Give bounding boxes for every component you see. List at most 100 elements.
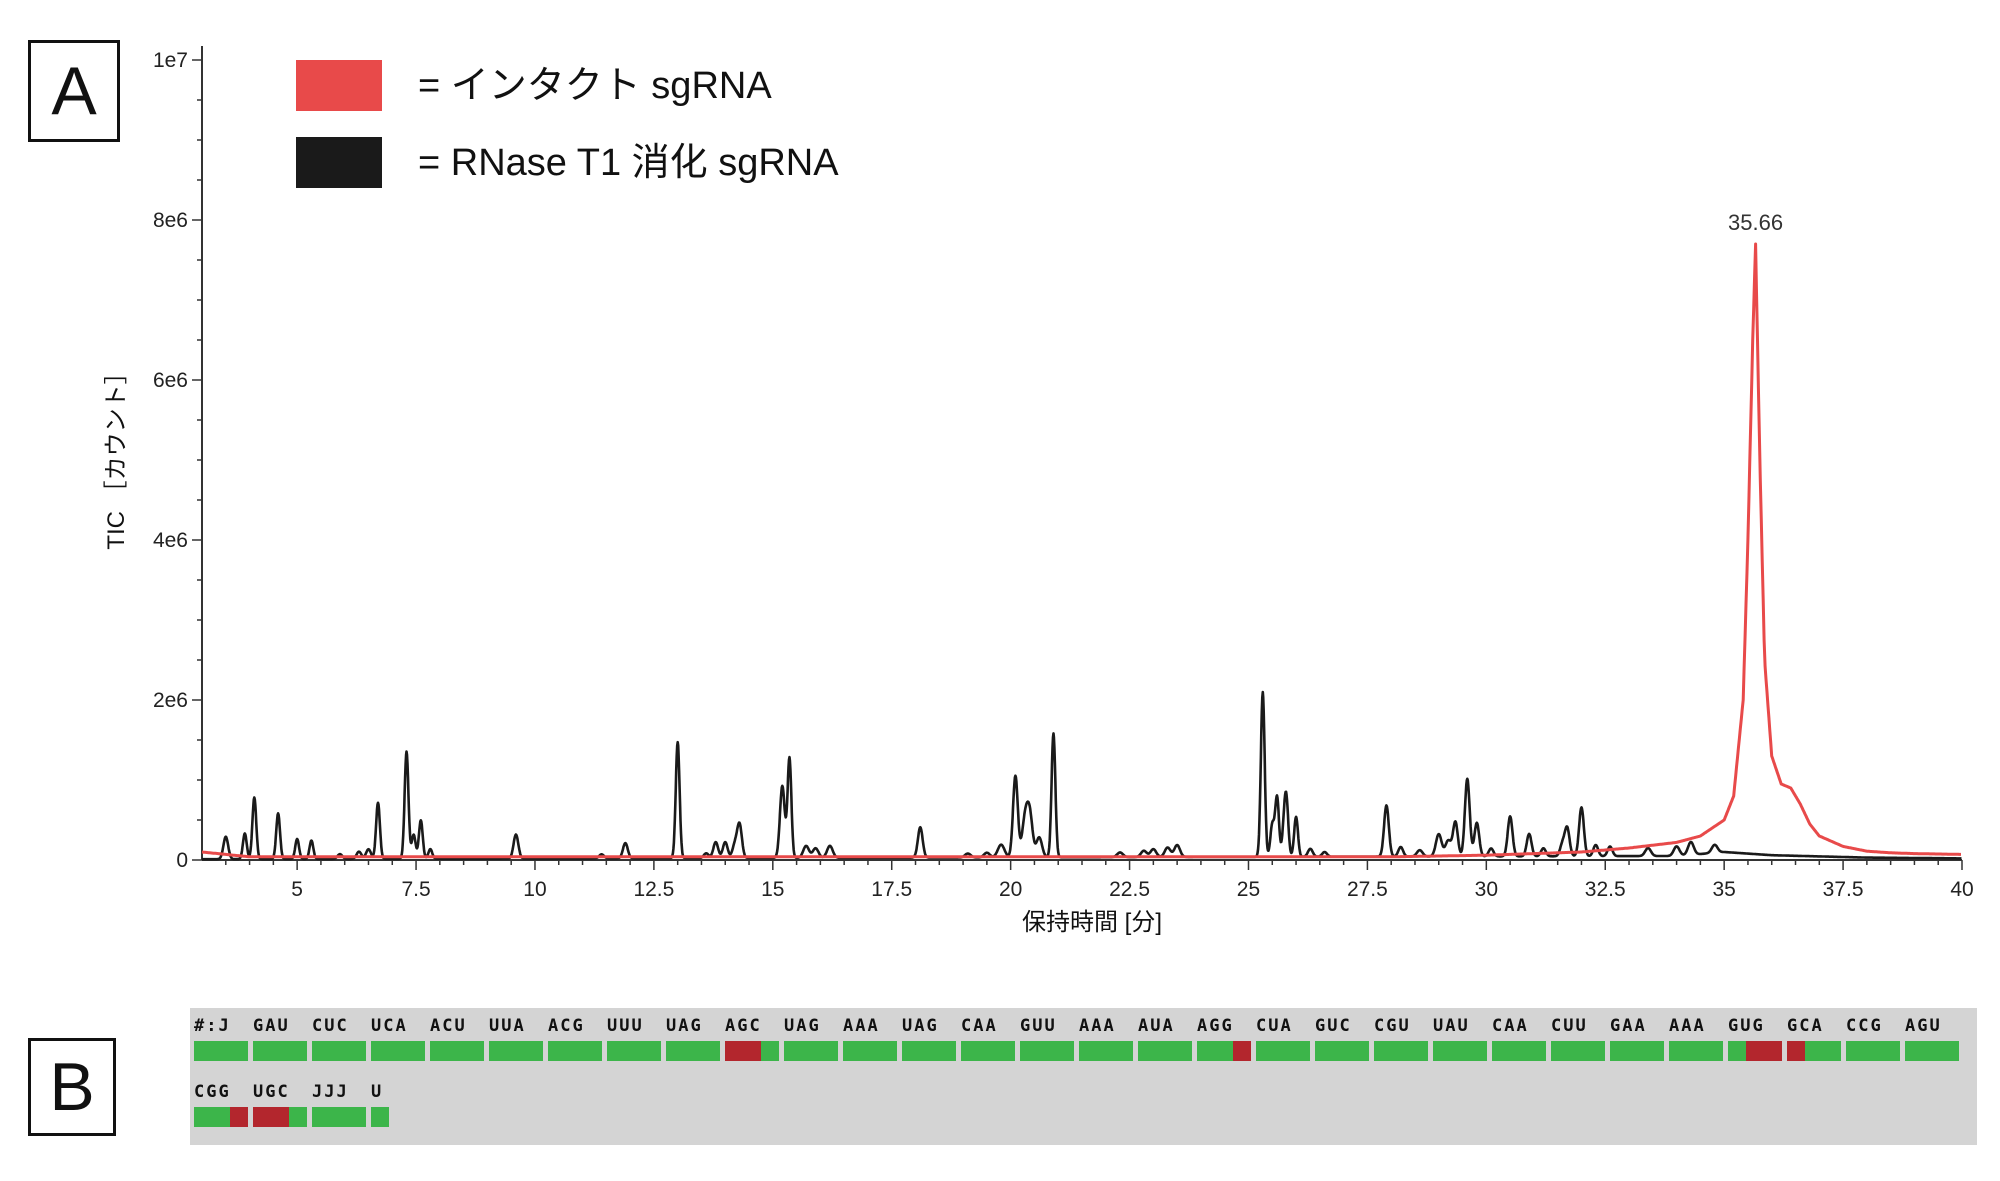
codon-coverage-bar xyxy=(1610,1041,1664,1061)
codon-label: U xyxy=(371,1082,384,1102)
codon-coverage-bar xyxy=(725,1041,779,1061)
x-tick-label: 30 xyxy=(1475,878,1498,901)
codon-label: GUU xyxy=(1020,1016,1057,1036)
covered-nucleotide-cell xyxy=(312,1107,330,1127)
covered-nucleotide-cell xyxy=(1646,1041,1664,1061)
covered-nucleotide-cell xyxy=(625,1041,643,1061)
covered-nucleotide-cell xyxy=(861,1041,879,1061)
codon-label: GAA xyxy=(1610,1016,1647,1036)
legend-swatch xyxy=(296,60,382,111)
codon-coverage-bar xyxy=(902,1041,956,1061)
codon-label: AGG xyxy=(1197,1016,1234,1036)
covered-nucleotide-cell xyxy=(289,1041,307,1061)
codon-coverage-bar xyxy=(666,1041,720,1061)
codon-label: AUA xyxy=(1138,1016,1175,1036)
covered-nucleotide-cell xyxy=(666,1041,684,1061)
covered-nucleotide-cell xyxy=(1197,1041,1215,1061)
codon-label: GAU xyxy=(253,1016,290,1036)
codon-coverage-bar xyxy=(1433,1041,1487,1061)
codon-coverage-bar xyxy=(371,1041,425,1061)
codon-coverage-bar xyxy=(371,1107,389,1127)
covered-nucleotide-cell xyxy=(430,1041,448,1061)
covered-nucleotide-cell xyxy=(348,1041,366,1061)
covered-nucleotide-cell xyxy=(212,1107,230,1127)
covered-nucleotide-cell xyxy=(1292,1041,1310,1061)
uncovered-nucleotide-cell xyxy=(1764,1041,1782,1061)
codon-coverage-bar xyxy=(312,1107,366,1127)
covered-nucleotide-cell xyxy=(271,1041,289,1061)
codon-label: JJJ xyxy=(312,1082,349,1102)
covered-nucleotide-cell xyxy=(194,1041,212,1061)
codon-label: CUU xyxy=(1551,1016,1588,1036)
covered-nucleotide-cell xyxy=(525,1041,543,1061)
codon-label: AAA xyxy=(1079,1016,1116,1036)
legend-swatch xyxy=(296,137,382,188)
codon-coverage-bar xyxy=(430,1041,484,1061)
x-tick-label: 15 xyxy=(761,878,784,901)
covered-nucleotide-cell xyxy=(1333,1041,1351,1061)
covered-nucleotide-cell xyxy=(961,1041,979,1061)
covered-nucleotide-cell xyxy=(407,1041,425,1061)
uncovered-nucleotide-cell xyxy=(1746,1041,1764,1061)
covered-nucleotide-cell xyxy=(979,1041,997,1061)
codon-coverage-bar xyxy=(1728,1041,1782,1061)
x-tick-label: 22.5 xyxy=(1109,878,1150,901)
covered-nucleotide-cell xyxy=(1882,1041,1900,1061)
covered-nucleotide-cell xyxy=(194,1107,212,1127)
codon-coverage-bar xyxy=(1138,1041,1192,1061)
covered-nucleotide-cell xyxy=(902,1041,920,1061)
codon-label: CUC xyxy=(312,1016,349,1036)
codon-label: CAA xyxy=(1492,1016,1529,1036)
covered-nucleotide-cell xyxy=(1669,1041,1687,1061)
covered-nucleotide-cell xyxy=(371,1041,389,1061)
covered-nucleotide-cell xyxy=(230,1041,248,1061)
covered-nucleotide-cell xyxy=(1215,1041,1233,1061)
covered-nucleotide-cell xyxy=(1469,1041,1487,1061)
codon-label: CCG xyxy=(1846,1016,1883,1036)
covered-nucleotide-cell xyxy=(312,1041,330,1061)
uncovered-nucleotide-cell xyxy=(743,1041,761,1061)
covered-nucleotide-cell xyxy=(507,1041,525,1061)
codon-coverage-bar xyxy=(1905,1041,1959,1061)
x-tick-label: 17.5 xyxy=(871,878,912,901)
x-tick-label: 5 xyxy=(291,878,303,901)
x-tick-label: 32.5 xyxy=(1585,878,1626,901)
covered-nucleotide-cell xyxy=(1551,1041,1569,1061)
covered-nucleotide-cell xyxy=(1610,1041,1628,1061)
covered-nucleotide-cell xyxy=(371,1107,389,1127)
covered-nucleotide-cell xyxy=(1097,1041,1115,1061)
legend-label: = RNase T1 消化 sgRNA xyxy=(418,142,839,184)
codon-label: CUA xyxy=(1256,1016,1293,1036)
covered-nucleotide-cell xyxy=(1433,1041,1451,1061)
x-tick-label: 12.5 xyxy=(633,878,674,901)
x-tick-label: 25 xyxy=(1237,878,1260,901)
x-tick-label: 37.5 xyxy=(1823,878,1864,901)
codon-label: UGC xyxy=(253,1082,290,1102)
covered-nucleotide-cell xyxy=(584,1041,602,1061)
covered-nucleotide-cell xyxy=(702,1041,720,1061)
codon-label: CAA xyxy=(961,1016,998,1036)
covered-nucleotide-cell xyxy=(1923,1041,1941,1061)
codon-coverage-bar xyxy=(548,1041,602,1061)
y-tick-label: 6e6 xyxy=(153,369,188,392)
codon-label: ACG xyxy=(548,1016,585,1036)
peak-label: 35.66 xyxy=(1728,210,1783,235)
covered-nucleotide-cell xyxy=(1823,1041,1841,1061)
sequence-coverage-map: #:J GAU CUC UCA ACU UUA ACG UUU UAG AGC UAG AAA UAG C… xyxy=(190,1008,1977,1145)
covered-nucleotide-cell xyxy=(1569,1041,1587,1061)
codon-coverage-bar xyxy=(194,1107,248,1127)
codon-coverage-bar xyxy=(1492,1041,1546,1061)
covered-nucleotide-cell xyxy=(1846,1041,1864,1061)
codon-coverage-bar xyxy=(1020,1041,1074,1061)
codon-label: CGU xyxy=(1374,1016,1411,1036)
uncovered-nucleotide-cell xyxy=(1787,1041,1805,1061)
uncovered-nucleotide-cell xyxy=(253,1107,271,1127)
covered-nucleotide-cell xyxy=(802,1041,820,1061)
x-tick-label: 35 xyxy=(1712,878,1735,901)
covered-nucleotide-cell xyxy=(1805,1041,1823,1061)
covered-nucleotide-cell xyxy=(212,1041,230,1061)
covered-nucleotide-cell xyxy=(997,1041,1015,1061)
x-tick-label: 40 xyxy=(1950,878,1973,901)
codon-label: CGG xyxy=(194,1082,231,1102)
codon-label: #:J xyxy=(194,1016,231,1036)
